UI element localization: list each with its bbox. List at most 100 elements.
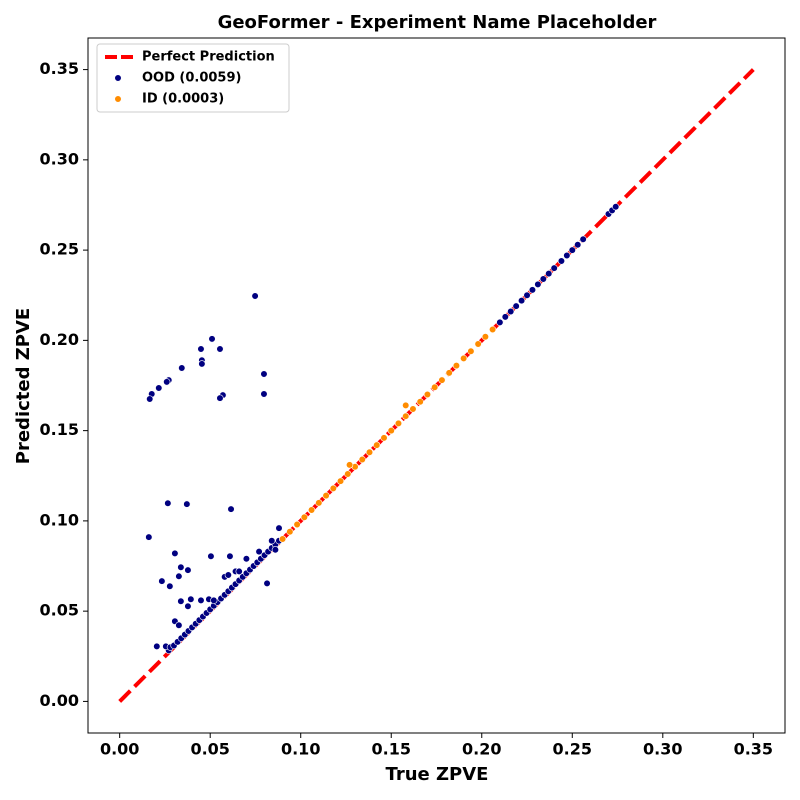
data-point (394, 419, 403, 428)
data-point (387, 427, 395, 435)
data-point (198, 360, 206, 368)
data-point (568, 246, 576, 254)
data-point (293, 520, 301, 529)
legend-marker (114, 74, 122, 82)
data-point (242, 555, 251, 563)
x-tick-label: 0.20 (462, 740, 501, 759)
data-point (279, 535, 287, 543)
data-point (145, 533, 153, 541)
data-point (481, 333, 489, 341)
data-point (184, 602, 192, 610)
y-tick-label: 0.10 (40, 510, 79, 529)
data-point (452, 362, 461, 370)
data-point (431, 383, 439, 391)
data-point (489, 325, 497, 334)
x-tick-label: 0.35 (734, 740, 773, 759)
data-point (496, 318, 504, 326)
data-point (158, 577, 166, 585)
data-point (539, 275, 547, 283)
chart-title: GeoFormer - Experiment Name Placeholder (218, 12, 657, 33)
x-tick-label: 0.25 (553, 740, 592, 759)
data-point (365, 448, 374, 456)
data-point (517, 297, 526, 305)
data-point (251, 292, 259, 300)
data-point (224, 571, 232, 579)
data-point (507, 307, 515, 316)
data-point (501, 313, 509, 321)
legend-marker (114, 95, 122, 103)
x-tick-label: 0.05 (190, 740, 229, 759)
data-point (300, 513, 308, 521)
y-tick-label: 0.25 (40, 240, 79, 259)
data-point (373, 441, 381, 449)
y-tick-label: 0.30 (40, 149, 79, 168)
data-point (210, 596, 218, 604)
data-point (166, 582, 174, 590)
data-point (307, 506, 316, 514)
data-point (612, 203, 620, 211)
x-tick-label: 0.00 (100, 740, 139, 759)
data-point (207, 552, 215, 560)
data-point (286, 528, 294, 536)
data-point (358, 455, 366, 464)
data-point (402, 412, 410, 420)
data-point (445, 369, 453, 377)
data-point (329, 484, 337, 492)
data-point (164, 499, 172, 507)
data-point (474, 340, 482, 348)
data-point (380, 434, 388, 442)
data-point (344, 470, 352, 478)
data-point (409, 405, 417, 413)
data-point (512, 302, 520, 310)
data-point (235, 567, 243, 576)
data-point (557, 257, 566, 265)
data-point (197, 345, 205, 353)
data-point (216, 394, 224, 402)
data-point (183, 500, 191, 508)
legend-box (96, 43, 290, 113)
data-point (177, 597, 185, 605)
data-point (528, 286, 537, 294)
data-point (322, 492, 330, 500)
data-point (268, 537, 276, 545)
data-point (175, 621, 183, 629)
data-point (550, 264, 558, 272)
data-point (208, 335, 216, 343)
data-point (177, 563, 185, 571)
data-point (460, 354, 468, 363)
data-point (438, 376, 446, 384)
y-tick-label: 0.15 (40, 420, 79, 439)
data-point (226, 552, 234, 560)
y-tick-label: 0.35 (40, 59, 79, 78)
data-point (216, 345, 224, 353)
x-tick-label: 0.30 (643, 740, 682, 759)
data-point (346, 461, 354, 469)
data-point (184, 566, 192, 574)
data-point (402, 401, 410, 409)
data-point (146, 395, 154, 403)
x-tick-label: 0.15 (371, 740, 410, 759)
y-tick-label: 0.05 (40, 601, 79, 620)
data-point (523, 291, 531, 299)
x-axis-label: True ZPVE (386, 764, 489, 785)
legend-label: ID (0.0003) (142, 92, 224, 107)
data-point (275, 524, 283, 532)
data-point (178, 364, 186, 372)
data-point (416, 398, 424, 406)
data-point (545, 269, 553, 278)
data-point (153, 642, 161, 650)
y-tick-label: 0.00 (40, 691, 79, 710)
data-point (263, 579, 271, 587)
data-point (163, 378, 171, 386)
data-point (574, 241, 582, 249)
data-point (187, 595, 195, 603)
data-point (563, 251, 571, 260)
data-point (534, 280, 542, 289)
data-point (467, 347, 475, 355)
data-point (336, 477, 345, 485)
legend-label: OOD (0.0059) (142, 71, 241, 86)
data-point (260, 370, 268, 378)
data-point (175, 572, 183, 580)
